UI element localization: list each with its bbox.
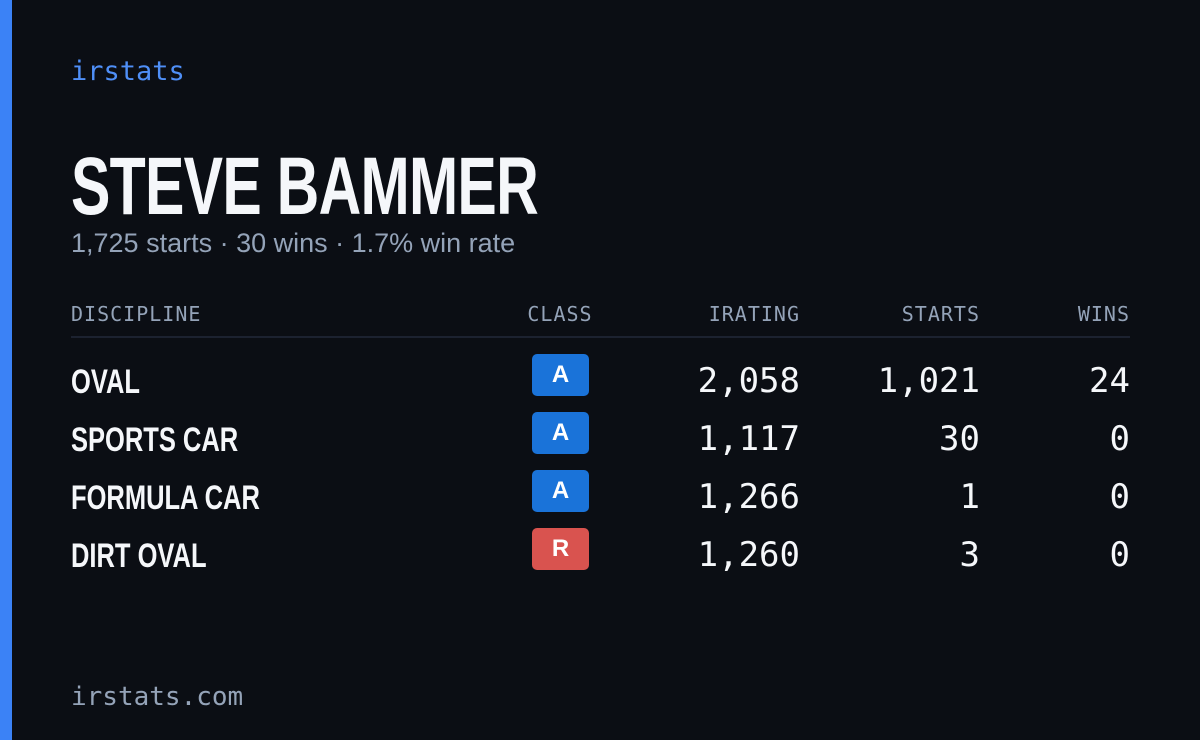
class-badge: A (532, 412, 589, 454)
irating: 1,260 (697, 535, 800, 575)
irating: 1,266 (697, 477, 800, 517)
discipline: DIRT OVAL (71, 537, 207, 575)
starts: 3 (959, 535, 980, 575)
discipline: SPORTS CAR (71, 421, 239, 459)
accent-bar (0, 0, 12, 740)
column-header: WINS (1077, 302, 1130, 326)
wins: 0 (1109, 419, 1130, 459)
irating: 1,117 (697, 419, 800, 459)
discipline: OVAL (71, 363, 140, 401)
irating: 2,058 (697, 361, 800, 401)
column-header: STARTS (901, 302, 980, 326)
column-header: DISCIPLINE (71, 302, 202, 326)
class-badge: R (532, 528, 589, 570)
brand: irstats (71, 56, 185, 87)
wins: 0 (1109, 535, 1130, 575)
starts: 1,021 (877, 361, 980, 401)
starts: 1 (959, 477, 980, 517)
header-rule (71, 336, 1130, 338)
class-badge: A (532, 470, 589, 512)
starts: 30 (939, 419, 980, 459)
column-header: IRATING (708, 302, 800, 326)
footer: irstats.com (71, 682, 244, 712)
wins: 0 (1109, 477, 1130, 517)
discipline: FORMULA CAR (71, 479, 260, 517)
driver-summary: 1,725 starts · 30 wins · 1.7% win rate (71, 228, 516, 258)
driver-name: STEVE BAMMER (71, 141, 539, 232)
wins: 24 (1089, 361, 1130, 401)
column-header: CLASS (527, 302, 593, 326)
class-badge: A (532, 354, 589, 396)
